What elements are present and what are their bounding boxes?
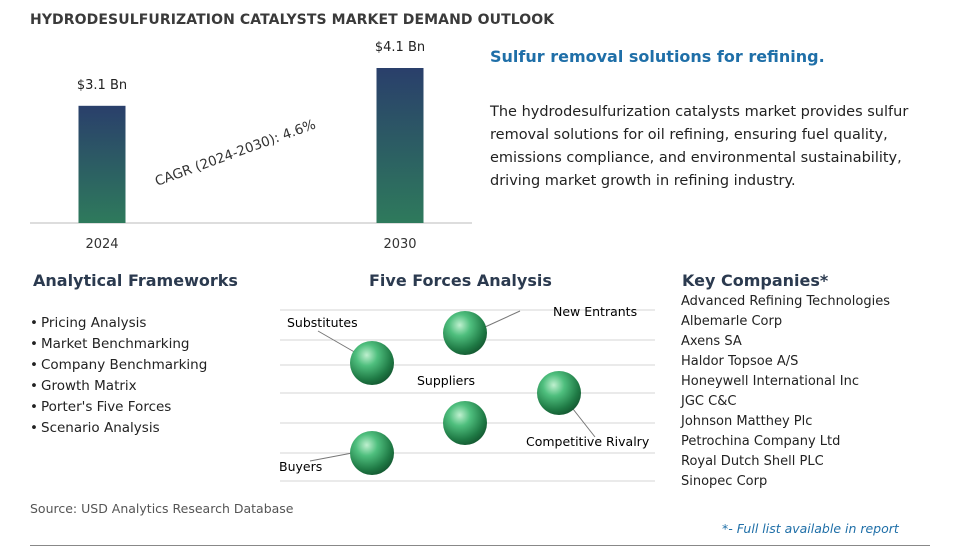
buyers-sphere-icon (350, 431, 394, 475)
framework-item: Porter's Five Forces (30, 397, 207, 418)
company-item: Axens SA (681, 334, 742, 349)
five-forces-diagram: Substitutes New Entrants Suppliers Compe… (279, 304, 655, 482)
frameworks-title: Analytical Frameworks (33, 271, 238, 290)
framework-item: Market Benchmarking (30, 334, 207, 355)
company-item: Honeywell International Inc (681, 374, 859, 389)
company-item: Petrochina Company Ltd (681, 434, 841, 449)
framework-item: Growth Matrix (30, 376, 207, 397)
new-entrants-sphere-icon (443, 311, 487, 355)
x-tick-label-2024: 2024 (85, 237, 118, 252)
framework-item: Company Benchmarking (30, 355, 207, 376)
summary-description: The hydrodesulfurization catalysts marke… (490, 104, 909, 189)
company-item: JGC C&C (681, 394, 737, 409)
data-label-2024: $3.1 Bn (77, 78, 127, 93)
force-label-buyers: Buyers (279, 459, 322, 474)
frameworks-list: Pricing Analysis Market Benchmarking Com… (30, 313, 207, 439)
company-item: Sinopec Corp (681, 474, 768, 489)
market-bar-chart: $3.1 Bn 2024 $4.1 Bn 2030 CAGR (2024-2030):… (30, 40, 472, 252)
bar-2030 (376, 68, 424, 223)
bottom-divider (30, 545, 930, 546)
force-label-new-entrants: New Entrants (553, 304, 637, 319)
five-forces-title: Five Forces Analysis (369, 271, 552, 290)
x-tick-label-2030: 2030 (383, 237, 416, 252)
suppliers-sphere-icon (443, 401, 487, 445)
company-item: Haldor Topsoe A/S (681, 354, 799, 369)
cagr-annotation: CAGR (2024-2030): 4.6% (153, 117, 318, 190)
competitive-rivalry-sphere-icon (537, 371, 581, 415)
summary-tagline: Sulfur removal solutions for refining. (490, 47, 825, 66)
force-label-competitive-rivalry: Competitive Rivalry (526, 434, 650, 449)
framework-item: Scenario Analysis (30, 418, 207, 439)
data-label-2030: $4.1 Bn (375, 40, 425, 55)
company-item: Johnson Matthey Plc (681, 414, 813, 429)
force-label-suppliers: Suppliers (417, 373, 475, 388)
substitutes-sphere-icon (350, 341, 394, 385)
companies-title: Key Companies* (682, 271, 829, 290)
full-list-note: *- Full list available in report (722, 521, 899, 536)
source-note: Source: USD Analytics Research Database (30, 501, 294, 516)
company-item: Advanced Refining Technologies (681, 294, 890, 309)
framework-item: Pricing Analysis (30, 313, 207, 334)
bar-2024 (78, 105, 126, 223)
force-label-substitutes: Substitutes (287, 315, 358, 330)
page-title: HYDRODESULFURIZATION CATALYSTS MARKET DE… (30, 12, 555, 28)
company-item: Royal Dutch Shell PLC (681, 454, 824, 469)
companies-list: Advanced Refining Technologies Albemarle… (681, 292, 890, 492)
company-item: Albemarle Corp (681, 314, 783, 329)
